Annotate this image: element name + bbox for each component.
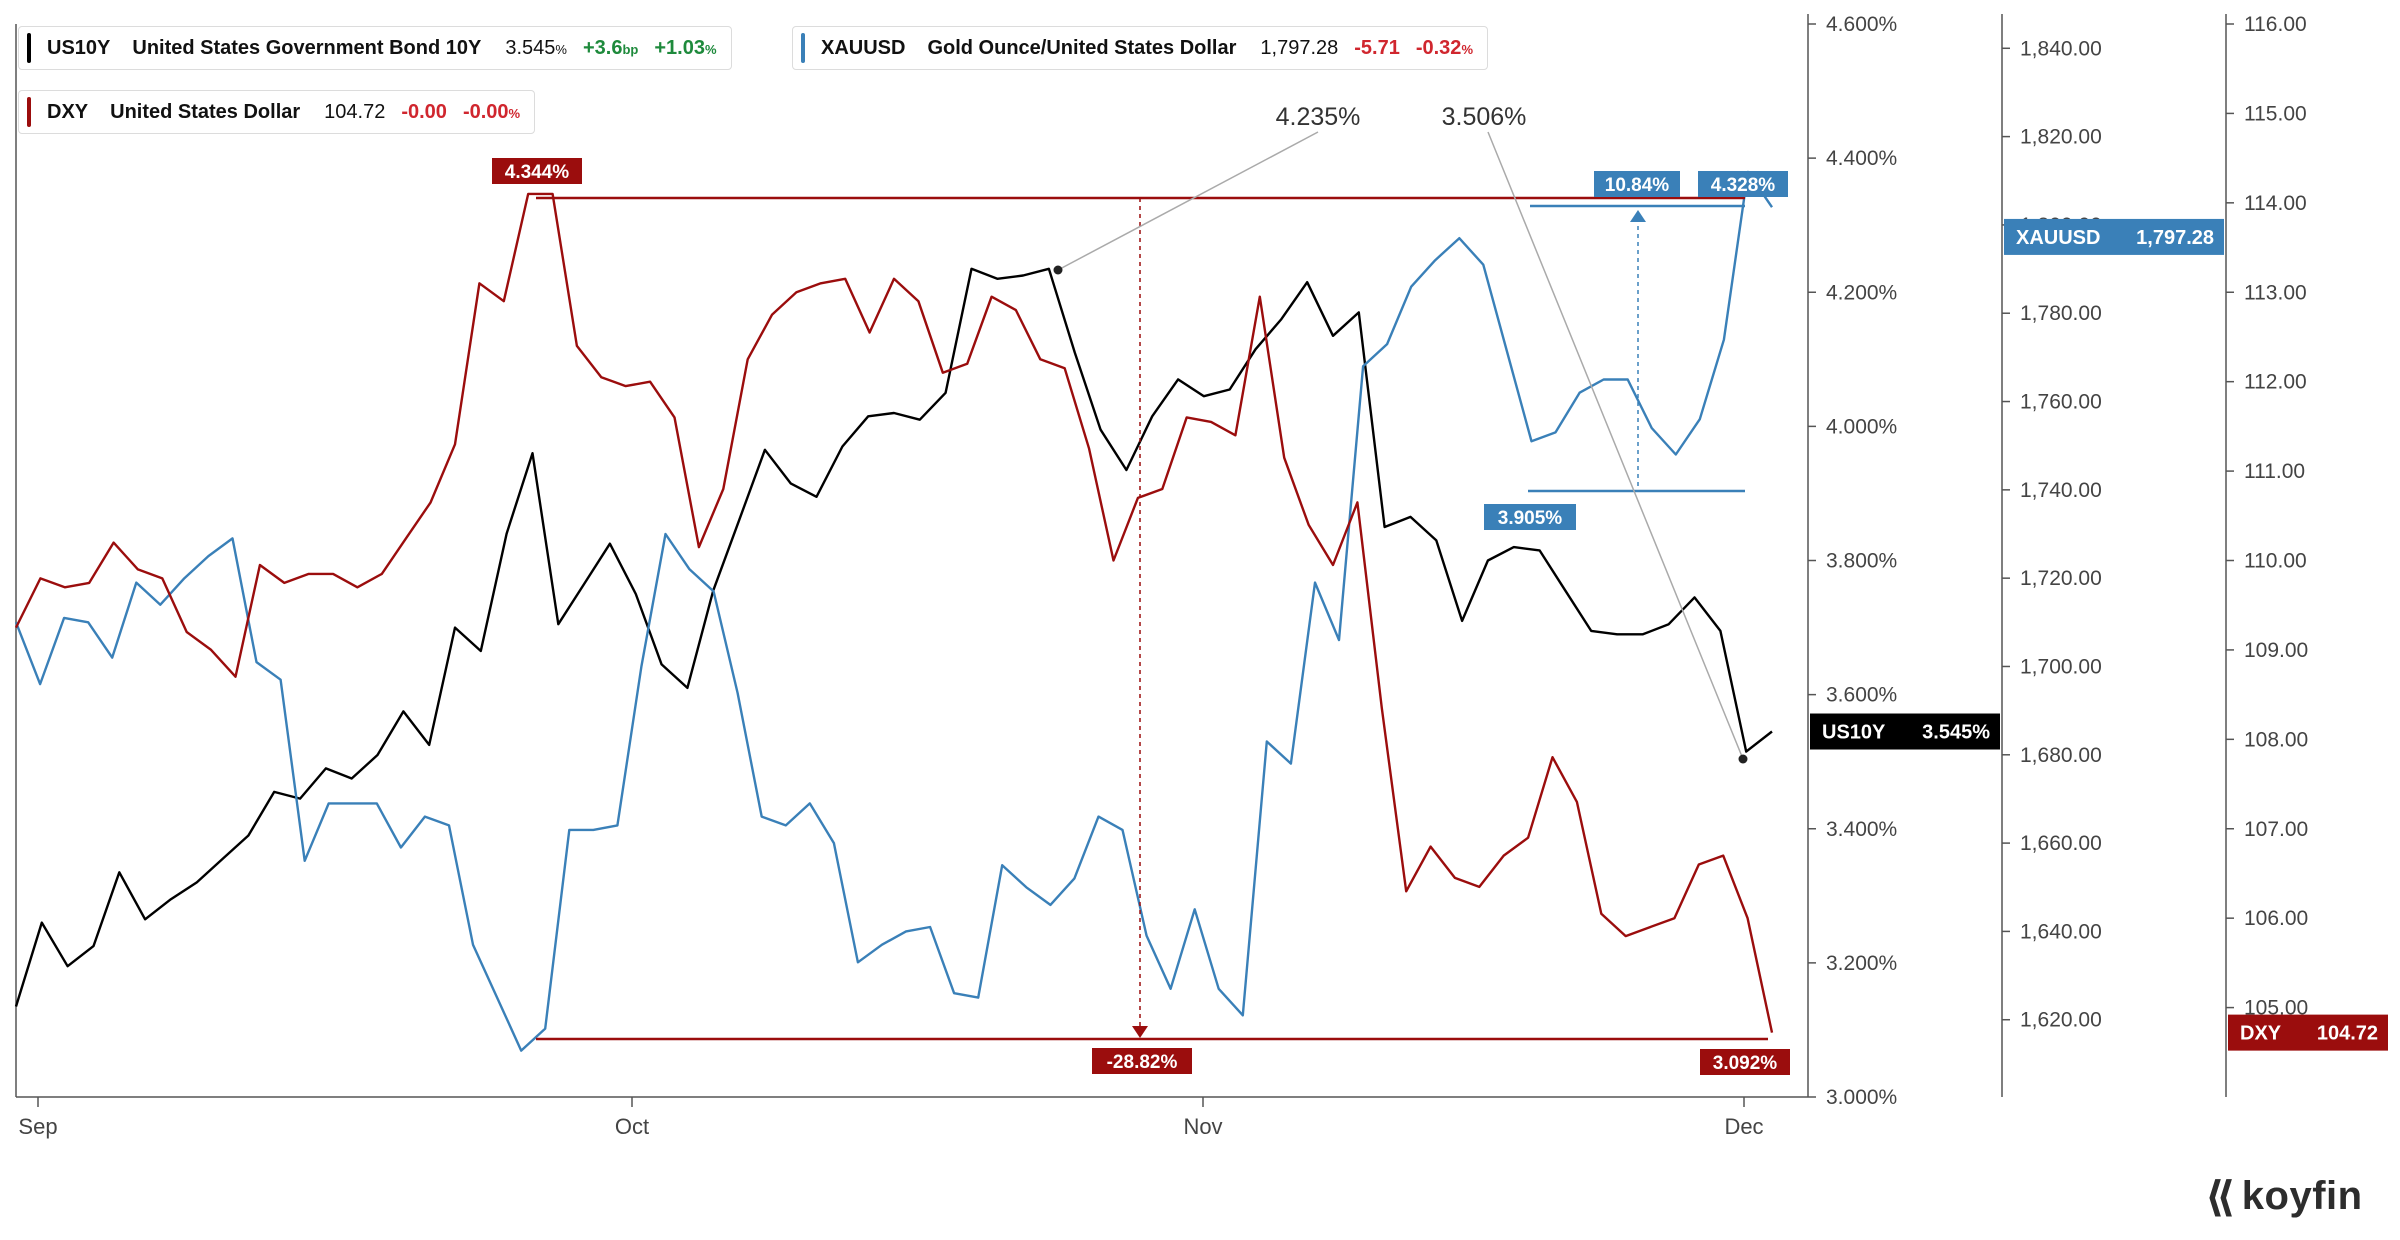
callout-2-label: 3.506% bbox=[1442, 103, 1527, 131]
us10y-tick-label: 3.000% bbox=[1826, 1086, 1897, 1109]
dxy-low-tag: 3.092% bbox=[1713, 1053, 1778, 1074]
legend-dxy-change: -0.00 bbox=[401, 100, 447, 123]
us10y-tick-label: 4.200% bbox=[1826, 281, 1897, 304]
legend-dxy-color bbox=[27, 97, 31, 127]
dxy-change-tag: -28.82% bbox=[1107, 1052, 1178, 1073]
xauusd-tick-label: 1,660.00 bbox=[2020, 832, 2102, 855]
xauusd-price-tag-value: 1,797.28 bbox=[2136, 227, 2214, 249]
callout-1-leader bbox=[1057, 131, 1319, 271]
dxy-tick-label: 108.00 bbox=[2244, 728, 2308, 751]
xauusd-tick-label: 1,780.00 bbox=[2020, 302, 2102, 325]
dxy-tick-label: 115.00 bbox=[2244, 102, 2307, 125]
xauusd-tick-label: 1,620.00 bbox=[2020, 1009, 2102, 1032]
gold-low-tag-bg bbox=[1484, 504, 1576, 530]
xauusd-tick-label: 1,640.00 bbox=[2020, 920, 2102, 943]
x-tick-label: Dec bbox=[1724, 1114, 1763, 1139]
us10y-tick-label: 3.200% bbox=[1826, 952, 1897, 975]
us10y-tick-label: 3.400% bbox=[1826, 818, 1897, 841]
legend-xauusd-change-pct: -0.32% bbox=[1415, 36, 1473, 59]
dxy-price-tag-bg bbox=[2228, 1014, 2388, 1051]
legend-dxy-name: United States Dollar bbox=[110, 100, 301, 123]
xauusd-tick-label: 1,720.00 bbox=[2020, 567, 2102, 590]
series-us10y-line bbox=[14, 267, 1773, 1007]
gold-high-tag: 4.328% bbox=[1711, 175, 1776, 196]
dxy-tick-label: 113.00 bbox=[2244, 281, 2307, 304]
dxy-price-tag-value: 104.72 bbox=[2317, 1023, 2378, 1045]
legend-dxy[interactable]: DXY United States Dollar 104.72 -0.00 -0… bbox=[18, 90, 536, 134]
legend-dxy-change-pct: -0.00% bbox=[462, 100, 521, 123]
koyfin-logo-icon: ⟪ bbox=[2205, 1173, 2236, 1220]
us10y-tick-label: 3.800% bbox=[1826, 550, 1897, 573]
dxy-tick-label: 114.00 bbox=[2244, 192, 2307, 215]
legend-us10y-change-pct: +1.03% bbox=[654, 36, 717, 59]
us10y-tick-label: 4.000% bbox=[1826, 415, 1897, 438]
gold-change-tag-bg bbox=[1594, 171, 1680, 197]
xauusd-tick-label: 1,700.00 bbox=[2020, 655, 2102, 678]
legend-us10y-color bbox=[27, 33, 31, 63]
callout-1-dot bbox=[1053, 265, 1063, 275]
dxy-high-tag: 4.344% bbox=[505, 162, 570, 183]
us10y-price-tag-value: 3.545% bbox=[1922, 722, 1990, 744]
legend-us10y-symbol: US10Y bbox=[47, 36, 111, 59]
us10y-tick-label: 4.600% bbox=[1826, 13, 1897, 36]
legend-xauusd-name: Gold Ounce/United States Dollar bbox=[927, 36, 1237, 59]
gold-change-tag: 10.84% bbox=[1605, 175, 1670, 196]
legend-xauusd-color bbox=[801, 33, 805, 63]
dxy-price-tag-label: DXY bbox=[2240, 1023, 2282, 1045]
dxy-high-tag-bg bbox=[492, 158, 582, 184]
xauusd-tick-label: 1,840.00 bbox=[2020, 37, 2102, 60]
callout-2-dot bbox=[1738, 754, 1748, 764]
dxy-tick-label: 109.00 bbox=[2244, 639, 2308, 662]
koyfin-logo: ⟪ koyfin bbox=[2205, 1172, 2363, 1221]
us10y-price-tag-label: US10Y bbox=[1822, 722, 1886, 744]
xauusd-price-tag-label: XAUUSD bbox=[2016, 227, 2100, 249]
dxy-tick-label: 107.00 bbox=[2244, 818, 2308, 841]
gold-low-tag: 3.905% bbox=[1498, 508, 1563, 529]
dxy-tick-label: 106.00 bbox=[2244, 907, 2308, 930]
dxy-change-arrow bbox=[1132, 1026, 1148, 1038]
legend-xauusd-price: 1,797.28 bbox=[1260, 36, 1339, 59]
legend-us10y-price: 3.545% bbox=[505, 36, 567, 59]
dxy-tick-label: 112.00 bbox=[2244, 371, 2307, 394]
legend-us10y-change: +3.6bp bbox=[582, 36, 639, 59]
dxy-tick-label: 116.00 bbox=[2244, 13, 2307, 36]
legend-us10y-name: United States Government Bond 10Y bbox=[132, 36, 482, 59]
koyfin-logo-text: koyfin bbox=[2241, 1174, 2363, 1218]
us10y-tick-label: 4.400% bbox=[1826, 147, 1897, 170]
legend-xauusd-change: -5.71 bbox=[1354, 36, 1400, 59]
legend-dxy-price: 104.72 bbox=[324, 100, 386, 123]
us10y-price-tag-bg bbox=[1810, 713, 2000, 750]
xauusd-tick-label: 1,680.00 bbox=[2020, 744, 2102, 767]
xauusd-tick-label: 1,760.00 bbox=[2020, 391, 2102, 414]
series-dxy-line bbox=[14, 192, 1774, 1033]
dxy-tick-label: 111.00 bbox=[2244, 460, 2305, 483]
legend-xauusd[interactable]: XAUUSD Gold Ounce/United States Dollar 1… bbox=[792, 26, 1488, 70]
xauusd-tick-label: 1,740.00 bbox=[2020, 479, 2102, 502]
dxy-tick-label: 105.00 bbox=[2244, 997, 2308, 1020]
dxy-low-tag-bg bbox=[1700, 1049, 1790, 1075]
x-tick-label: Nov bbox=[1183, 1114, 1222, 1139]
xauusd-tick-label: 1,820.00 bbox=[2020, 126, 2102, 149]
gold-high-tag-bg bbox=[1698, 171, 1788, 197]
callout-1-label: 4.235% bbox=[1276, 103, 1361, 131]
gold-change-arrow bbox=[1630, 210, 1646, 222]
callout-2-leader bbox=[1487, 131, 1744, 760]
x-tick-label: Sep bbox=[18, 1114, 57, 1139]
series-xauusd-line bbox=[14, 170, 1773, 1052]
legend-dxy-symbol: DXY bbox=[47, 100, 89, 123]
us10y-tick-label: 3.600% bbox=[1826, 684, 1897, 707]
legend-us10y[interactable]: US10Y United States Government Bond 10Y … bbox=[18, 26, 732, 70]
dxy-tick-label: 110.00 bbox=[2244, 550, 2307, 573]
legend-xauusd-symbol: XAUUSD bbox=[821, 36, 906, 59]
dxy-change-tag-bg bbox=[1092, 1048, 1192, 1074]
x-tick-label: Oct bbox=[615, 1114, 649, 1139]
xauusd-price-tag-bg bbox=[2004, 218, 2224, 255]
